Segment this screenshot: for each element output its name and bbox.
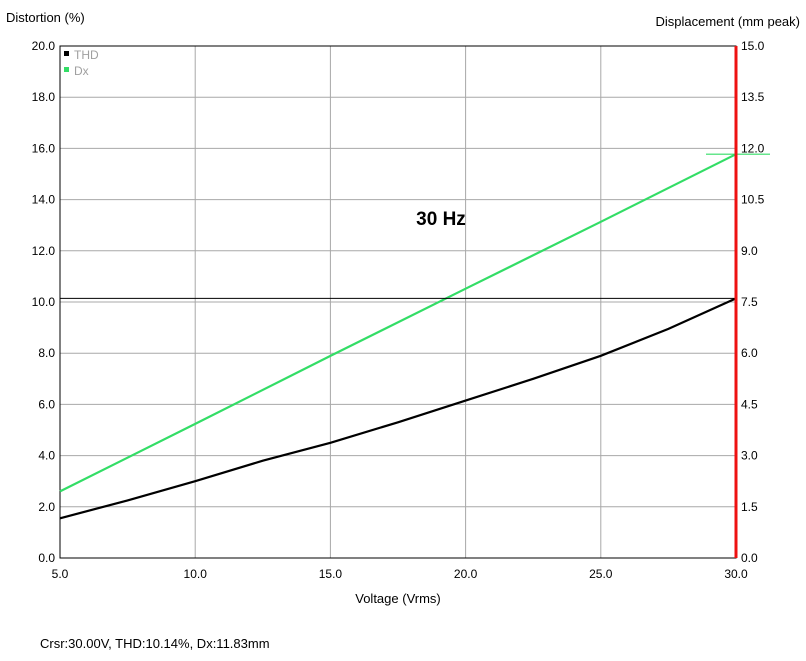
y-right-tick-label: 12.0 <box>741 141 765 155</box>
grid <box>59 45 737 559</box>
y-right-tick-label: 0.0 <box>741 551 758 565</box>
series-layer <box>59 153 737 520</box>
series-line-thd <box>59 297 737 520</box>
y-left-tick-label: 0.0 <box>38 551 55 565</box>
y-right-tick-label: 1.5 <box>741 500 758 514</box>
y-left-tick-label: 12.0 <box>32 244 56 258</box>
cursor-readout: Crsr:30.00V, THD:10.14%, Dx:11.83mm <box>40 636 270 651</box>
y-left-tick-label: 4.0 <box>38 449 55 463</box>
y-right-tick-label: 4.5 <box>741 397 758 411</box>
cursor-marker-layer <box>60 46 770 558</box>
x-tick-label: 10.0 <box>184 567 208 581</box>
y-right-tick-label: 13.5 <box>741 90 765 104</box>
x-tick-label: 5.0 <box>52 567 69 581</box>
y-left-tick-label: 18.0 <box>32 90 56 104</box>
y-left-axis-title: Distortion (%) <box>6 10 85 25</box>
y-left-tick-label: 16.0 <box>32 141 56 155</box>
x-tick-label: 20.0 <box>454 567 478 581</box>
y-right-tick-label: 9.0 <box>741 244 758 258</box>
y-left-tick-label: 10.0 <box>32 295 56 309</box>
x-tick-label: 15.0 <box>319 567 343 581</box>
legend-label-thd: THD <box>74 48 99 62</box>
x-axis-title: Voltage (Vrms) <box>355 591 441 606</box>
legend-label-dx: Dx <box>74 64 89 78</box>
y-left-tick-label: 8.0 <box>38 346 55 360</box>
y-left-tick-label: 14.0 <box>32 193 56 207</box>
x-tick-label: 25.0 <box>589 567 613 581</box>
legend-swatch-dx <box>64 67 69 72</box>
labels-layer: 5.0 10.0 15.0 20.0 25.0 30.0 0.0 2.0 4.0 6.0 8.0 10… <box>6 10 800 606</box>
y-right-tick-label: 7.5 <box>741 295 758 309</box>
y-right-tick-label: 6.0 <box>741 346 758 360</box>
y-right-tick-label: 3.0 <box>741 449 758 463</box>
series-line-dx <box>59 153 737 493</box>
legend: THD Dx <box>64 48 99 78</box>
y-left-tick-label: 6.0 <box>38 397 55 411</box>
y-right-axis-title: Displacement (mm peak) <box>656 14 801 29</box>
y-right-tick-label: 10.5 <box>741 193 765 207</box>
chart-annotation: 30 Hz <box>416 209 466 230</box>
x-tick-label: 30.0 <box>724 567 748 581</box>
y-left-tick-label: 2.0 <box>38 500 55 514</box>
legend-swatch-thd <box>64 51 69 56</box>
y-right-tick-label: 15.0 <box>741 39 765 53</box>
y-left-tick-label: 20.0 <box>32 39 56 53</box>
